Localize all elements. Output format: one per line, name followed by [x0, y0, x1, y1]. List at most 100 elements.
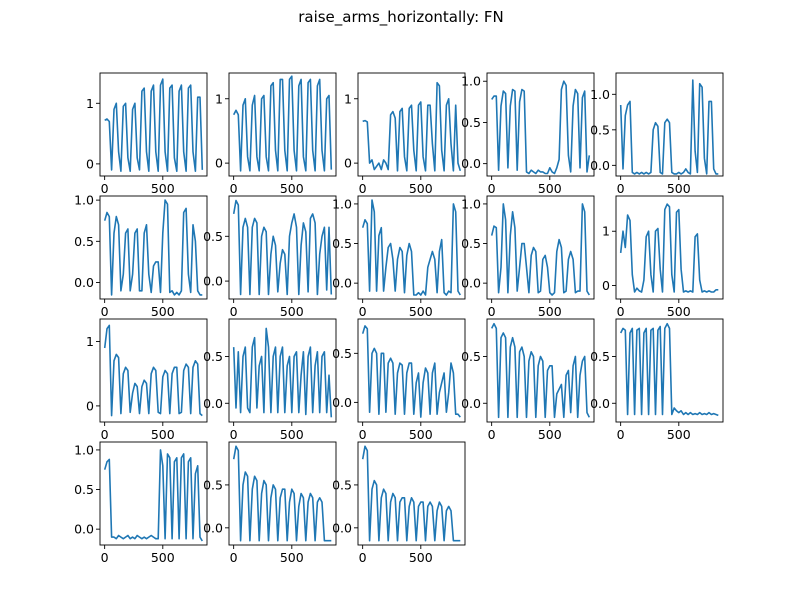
y-tick-label: 1.0 [332, 196, 352, 211]
axes-frame [615, 318, 724, 423]
x-tick-label: 0 [101, 181, 109, 196]
x-tick-label: 0 [617, 427, 625, 442]
series-line [619, 79, 719, 175]
subplot-18: 0 500 0.0 0.5 [332, 441, 466, 565]
x-tick-label: 500 [409, 550, 433, 565]
subplot-3: 0 500 0 1 [344, 72, 466, 196]
x-tick-label: 0 [359, 181, 367, 196]
x-tick-label: 0 [230, 304, 238, 319]
subplot-8: 0 500 0.0 0.5 1.0 [332, 195, 466, 319]
subplot-6: 0 500 0.0 0.5 1.0 [74, 193, 208, 319]
series-line [362, 81, 462, 172]
y-tick-label: 0.0 [461, 396, 481, 411]
series-line [619, 322, 719, 417]
axes-frame [357, 72, 466, 177]
x-tick-label: 0 [617, 304, 625, 319]
y-tick-label: 1.0 [461, 196, 481, 211]
axes-frame [615, 72, 724, 177]
x-tick-label: 500 [538, 427, 562, 442]
subplot-7: 0 500 0.0 0.5 [203, 195, 337, 319]
y-tick-label: 0.5 [590, 349, 610, 364]
x-tick-label: 0 [230, 181, 238, 196]
x-tick-label: 500 [538, 181, 562, 196]
x-tick-label: 0 [230, 427, 238, 442]
y-tick-label: 0.0 [590, 158, 610, 173]
x-tick-label: 0 [359, 427, 367, 442]
x-tick-label: 0 [101, 304, 109, 319]
x-tick-label: 500 [409, 427, 433, 442]
y-tick-label: 0.5 [332, 346, 352, 361]
x-tick-label: 500 [280, 550, 304, 565]
axes-frame [357, 441, 466, 546]
series-line [490, 322, 591, 419]
x-tick-label: 500 [280, 427, 304, 442]
figure-title: raise_arms_horizontally: FN [298, 8, 504, 26]
series-line [232, 199, 333, 296]
series-line [103, 199, 203, 296]
axes-frame [228, 195, 337, 300]
axes-frame [99, 318, 208, 423]
y-tick-label: 0.5 [461, 115, 481, 130]
subplot-15: 0 500 0.0 0.5 [590, 318, 724, 442]
series-line [232, 445, 332, 542]
y-tick-label: 0.0 [74, 275, 94, 290]
x-tick-label: 0 [101, 550, 109, 565]
axes-frame [357, 318, 466, 423]
x-tick-label: 500 [280, 181, 304, 196]
y-tick-label: 0.5 [74, 234, 94, 249]
y-tick-label: 0.0 [332, 520, 352, 535]
y-tick-label: 0.0 [332, 395, 352, 410]
y-tick-label: 0 [602, 278, 610, 293]
axes-frame [99, 72, 208, 177]
x-tick-label: 500 [280, 304, 304, 319]
x-tick-label: 0 [617, 181, 625, 196]
x-tick-label: 0 [101, 427, 109, 442]
subplot-17: 0 500 0.0 0.5 [203, 441, 337, 565]
x-tick-label: 500 [151, 304, 175, 319]
y-tick-label: 1 [86, 334, 94, 349]
y-tick-label: 0.0 [74, 522, 94, 537]
x-tick-label: 0 [488, 427, 496, 442]
x-tick-label: 500 [151, 427, 175, 442]
subplot-13: 0 500 0.0 0.5 [332, 318, 466, 442]
x-tick-label: 500 [667, 181, 691, 196]
subplot-9: 0 500 0.0 0.5 1.0 [461, 195, 595, 319]
y-tick-label: 0.0 [461, 156, 481, 171]
y-tick-label: 0 [344, 156, 352, 171]
y-tick-label: 0.0 [332, 276, 352, 291]
y-tick-label: 0.5 [203, 229, 223, 244]
x-tick-label: 500 [151, 181, 175, 196]
subplot-14: 0 500 0.0 0.5 [461, 318, 595, 442]
series-line [103, 449, 203, 542]
y-tick-label: 0.5 [461, 349, 481, 364]
axes-frame [486, 318, 595, 423]
series-line [619, 203, 719, 293]
subplot-2: 0 500 0 1 [215, 72, 337, 196]
y-tick-label: 0.5 [332, 236, 352, 251]
subplot-1: 0 500 0 1 [86, 72, 208, 196]
y-tick-label: 0 [86, 398, 94, 413]
axes-frame [99, 195, 208, 300]
subplot-10: 0 500 0 1 [602, 195, 724, 319]
series-line [232, 75, 333, 172]
series-line [490, 203, 590, 296]
y-tick-label: 0 [215, 156, 223, 171]
subplot-16: 0 500 0.0 0.5 1.0 [74, 441, 208, 565]
x-tick-label: 500 [151, 550, 175, 565]
x-tick-label: 500 [667, 427, 691, 442]
subplot-4: 0 500 0.0 0.5 1.0 [461, 72, 595, 196]
axes-frame [486, 72, 595, 177]
y-tick-label: 0.0 [203, 396, 223, 411]
subplot-5: 0 500 0.0 0.5 1.0 [590, 72, 724, 196]
series-line [361, 199, 461, 296]
series-line [491, 80, 591, 175]
subplot-12: 0 500 0.0 0.5 [203, 318, 337, 442]
y-tick-label: 1 [86, 96, 94, 111]
y-tick-label: 0.0 [461, 276, 481, 291]
y-tick-label: 0 [86, 156, 94, 171]
series-line [361, 445, 461, 542]
y-tick-label: 1.0 [590, 87, 610, 102]
y-tick-label: 1 [602, 224, 610, 239]
y-tick-label: 0.5 [74, 482, 94, 497]
